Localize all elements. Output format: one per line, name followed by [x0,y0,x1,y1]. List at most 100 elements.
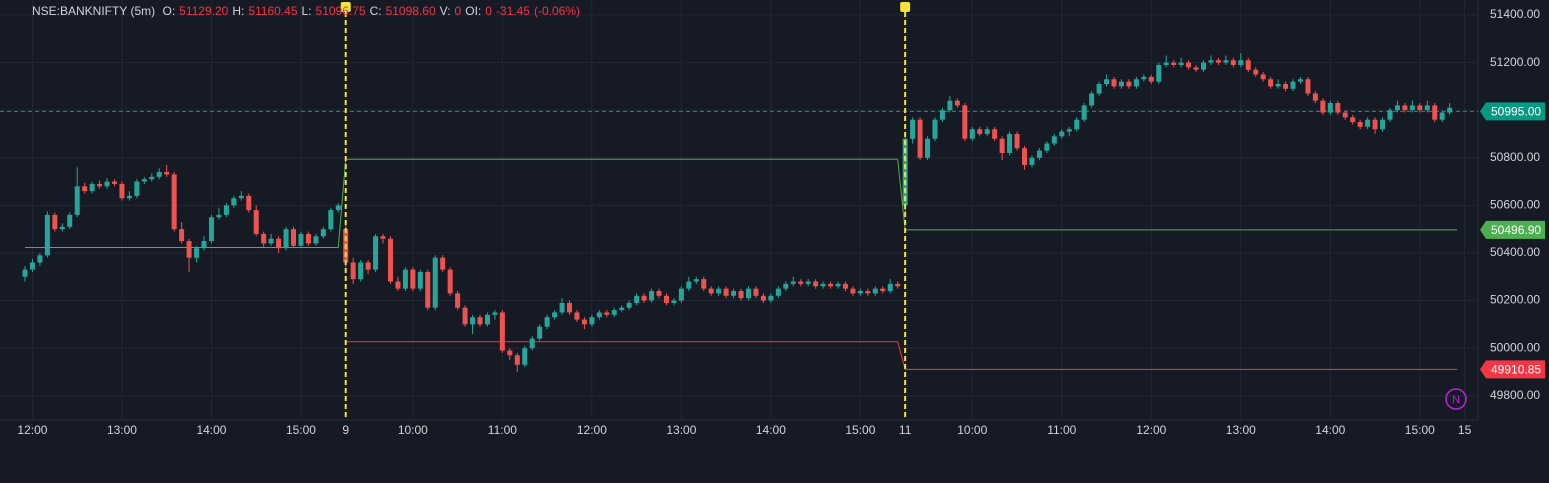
candle-body [954,100,960,106]
candle-body [522,348,528,365]
candle-body [1283,84,1289,89]
candle-body [589,317,595,325]
candle-body [790,281,796,284]
legend-key: L: [301,4,312,18]
x-tick-label: 10:00 [398,423,428,437]
candle-body [775,288,781,296]
symbol: NSE:BANKNIFTY (5m) [32,4,156,18]
candle-body [581,319,587,325]
candle-body [261,233,267,244]
legend-key: O: [162,4,176,18]
candle-body [97,183,103,187]
legend-key: V: [439,4,451,18]
y-tick-label: 51200.00 [1490,55,1540,69]
candle-body [484,314,490,325]
candle-body [380,236,386,239]
candle-body [701,279,707,289]
candle-body [574,312,580,320]
candle-body [1290,81,1296,89]
candle-body [798,281,804,284]
price-label: 50496.90 [1491,223,1541,237]
candle-body [1439,112,1445,120]
legend-key: OI: [465,4,482,18]
badge[interactable]: N [1452,394,1460,406]
candle-body [59,226,65,230]
candle-body [320,229,326,237]
candle-body [149,176,155,180]
x-tick-label: 14:00 [756,423,786,437]
candle-body [1357,122,1363,127]
price-label-box [1480,220,1545,239]
candle-body [1342,112,1348,118]
candle-body [1133,79,1139,87]
x-tick-label: 13:00 [666,423,696,437]
candle-body [1148,76,1154,82]
x-tick-label: 14:00 [1315,423,1345,437]
candle-body [89,183,95,192]
session-marker [340,2,351,12]
legend-value: 51098.60 [385,4,436,18]
x-tick-label: 15:00 [286,423,316,437]
candle-body [1208,60,1214,63]
candle-body [1029,157,1035,165]
candle-body [723,288,729,296]
x-tick-label: 12:00 [577,423,607,437]
candle-body [544,317,550,327]
price-label-box [1480,360,1545,379]
candle-body [141,179,147,182]
candle-body [156,172,162,177]
candle-body [559,302,565,313]
candle-body [753,288,759,296]
candle-body [22,269,28,277]
x-tick-label: 13:00 [107,423,137,437]
candle-body [1424,105,1430,111]
candle-body [768,295,774,301]
candle-body [716,288,722,294]
candle-body [1432,105,1438,120]
candle-body [216,214,222,218]
x-tick-label: 11:00 [1047,423,1076,437]
candle-body [440,257,446,270]
candle-body [507,350,513,356]
candle-body [984,129,990,134]
candle-body [134,181,140,196]
candle-body [208,217,214,242]
candle-body [1021,148,1027,165]
candle-body [499,312,505,351]
candle-body [171,174,177,230]
level-connector [337,159,347,248]
candle-body [850,288,856,294]
badge-circle[interactable] [1445,388,1467,410]
candle-body [1007,133,1013,154]
candle-body [1044,143,1050,151]
candle-body [358,262,364,280]
candle-body [298,233,304,246]
candle-body [365,262,371,270]
candle-body [932,119,938,139]
candle-body [962,105,968,139]
candle-body [1245,60,1251,70]
candle-body [1014,133,1020,149]
candle-body [194,248,200,258]
candle-body [447,269,453,294]
candle-body [596,312,602,318]
candle-body [925,138,931,158]
candle-body [1268,79,1274,87]
candle-body [1104,79,1110,84]
candle-body [246,195,252,211]
x-tick-label: 14:00 [196,423,226,437]
candle-body [917,119,923,158]
candle-body [492,312,498,315]
legend-value: 51160.45 [248,4,298,18]
candle-body [671,300,677,303]
candle-body [1350,117,1356,123]
x-tick-label: 15:00 [1405,423,1435,437]
candle-body [1074,119,1080,130]
level-connector [897,341,906,370]
candle-body [1118,81,1124,87]
candle-body [1447,107,1453,113]
change: -31.45 [495,4,530,18]
y-tick-label: 51400.00 [1490,7,1540,21]
candle-body [313,236,319,244]
